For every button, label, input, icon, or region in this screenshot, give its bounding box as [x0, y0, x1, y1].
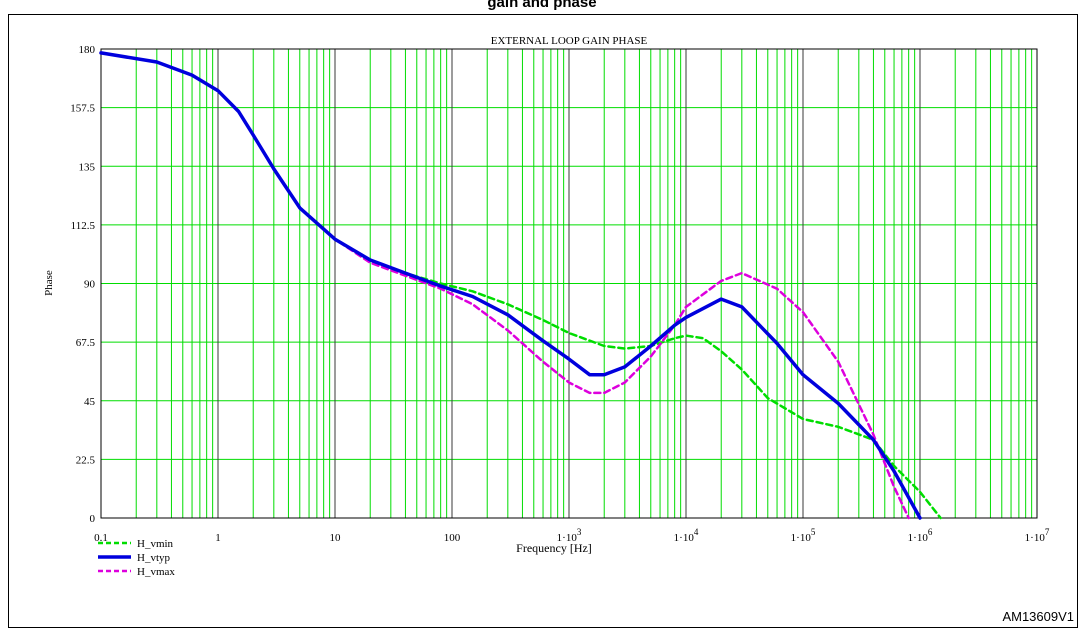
series-line-h-vmin: [99, 51, 942, 520]
x-tick-label: 0.1: [94, 532, 108, 544]
y-tick-label: 0: [90, 513, 96, 525]
legend: H_vmin H_vtyp H_vmax: [98, 538, 175, 578]
y-tick-label: 22.5: [76, 454, 96, 466]
legend-entry: H_vmin: [137, 538, 174, 550]
y-tick-label: 135: [79, 161, 96, 173]
x-tick-label: 1: [215, 532, 221, 544]
y-tick-label: 112.5: [71, 220, 96, 232]
x-tick-label: 1·105: [791, 527, 816, 544]
x-axis-label: Frequency [Hz]: [516, 541, 592, 555]
plot-area: [100, 48, 1038, 519]
x-tick-label: 10: [330, 532, 342, 544]
figure-frame: [8, 14, 1078, 628]
legend-entry: H_vmax: [137, 566, 175, 578]
header-title-fragment: gain and phase: [487, 0, 597, 11]
x-tick-label: 100: [444, 532, 461, 544]
y-axis-label: Phase: [43, 270, 55, 296]
y-tick-label: 45: [84, 396, 96, 408]
y-tick-label: 90: [84, 279, 96, 291]
x-tick-label: 1·106: [908, 527, 933, 544]
x-tick-labels: 0.1 1 10 100 1·103 1·104 1·105 1·106 1·107: [94, 527, 1050, 544]
y-tick-label: 180: [79, 44, 96, 56]
legend-entry: H_vtyp: [137, 552, 171, 564]
x-tick-label: 1·103: [557, 527, 582, 544]
x-tick-label: 1·104: [674, 527, 699, 544]
y-tick-label: 157.5: [70, 103, 95, 115]
figure-code: AM13609V1: [1002, 609, 1074, 624]
x-tick-label: 1·107: [1025, 527, 1050, 544]
series-line-h-vmax: [99, 51, 910, 520]
chart-title: EXTERNAL LOOP GAIN PHASE: [491, 35, 648, 47]
series-line-h-vtyp: [99, 51, 922, 520]
y-tick-label: 67.5: [76, 337, 96, 349]
y-tick-labels: 0 22.5 45 67.5 90 112.5 135 157.5 180: [70, 44, 95, 525]
series-layer: [99, 51, 942, 520]
